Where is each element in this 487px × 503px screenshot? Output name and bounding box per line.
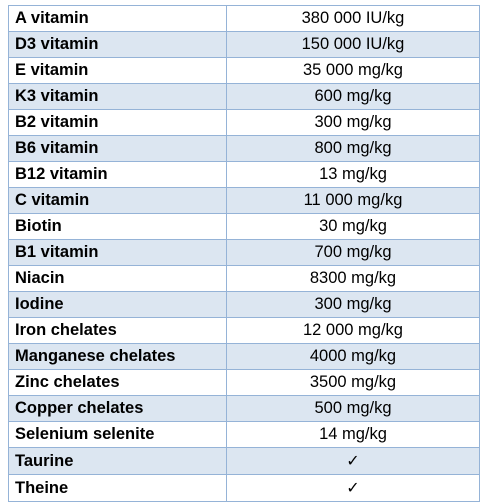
ingredient-name: Copper chelates <box>8 395 227 422</box>
ingredient-amount: 14 mg/kg <box>226 421 480 448</box>
ingredient-amount: 30 mg/kg <box>226 213 480 240</box>
ingredient-amount: 800 mg/kg <box>226 135 480 162</box>
ingredient-amount: 11 000 mg/kg <box>226 187 480 214</box>
checkmark-icon: ✓ <box>346 451 360 470</box>
ingredient-amount: 500 mg/kg <box>226 395 480 422</box>
table-row: B12 vitamin 13 mg/kg <box>8 161 480 188</box>
ingredient-name: Iron chelates <box>8 317 227 344</box>
ingredient-name: Iodine <box>8 291 227 318</box>
table-row: Selenium selenite 14 mg/kg <box>8 421 480 448</box>
ingredient-name: D3 vitamin <box>8 31 227 58</box>
ingredient-amount: 4000 mg/kg <box>226 343 480 370</box>
table-row: B6 vitamin 800 mg/kg <box>8 135 480 162</box>
ingredient-name: Niacin <box>8 265 227 292</box>
ingredient-name: B1 vitamin <box>8 239 227 266</box>
ingredient-name: B12 vitamin <box>8 161 227 188</box>
table-row: E vitamin 35 000 mg/kg <box>8 57 480 84</box>
ingredient-name: Selenium selenite <box>8 421 227 448</box>
table-row: Zinc chelates 3500 mg/kg <box>8 369 480 396</box>
ingredient-name: B2 vitamin <box>8 109 227 136</box>
table-row: C vitamin 11 000 mg/kg <box>8 187 480 214</box>
ingredient-amount: 380 000 IU/kg <box>226 5 480 32</box>
table-row: K3 vitamin 600 mg/kg <box>8 83 480 110</box>
ingredient-name: Theine <box>8 474 227 502</box>
table-row: Iodine 300 mg/kg <box>8 291 480 318</box>
ingredient-amount: 13 mg/kg <box>226 161 480 188</box>
ingredient-name: C vitamin <box>8 187 227 214</box>
checkmark-icon: ✓ <box>346 478 360 497</box>
ingredient-name: E vitamin <box>8 57 227 84</box>
ingredient-included: ✓ <box>226 447 480 475</box>
ingredient-amount: 300 mg/kg <box>226 291 480 318</box>
table-row: B2 vitamin 300 mg/kg <box>8 109 480 136</box>
ingredient-amount: 700 mg/kg <box>226 239 480 266</box>
table-row: Manganese chelates 4000 mg/kg <box>8 343 480 370</box>
ingredient-amount: 300 mg/kg <box>226 109 480 136</box>
table-row: B1 vitamin 700 mg/kg <box>8 239 480 266</box>
ingredient-name: Manganese chelates <box>8 343 227 370</box>
table-row: Taurine ✓ <box>8 447 480 475</box>
ingredient-amount: 150 000 IU/kg <box>226 31 480 58</box>
composition-table-body: A vitamin 380 000 IU/kg D3 vitamin 150 0… <box>8 5 480 502</box>
ingredient-name: B6 vitamin <box>8 135 227 162</box>
table-row: D3 vitamin 150 000 IU/kg <box>8 31 480 58</box>
ingredient-name: Biotin <box>8 213 227 240</box>
ingredient-amount: 12 000 mg/kg <box>226 317 480 344</box>
table-row: Theine ✓ <box>8 474 480 502</box>
composition-table: A vitamin 380 000 IU/kg D3 vitamin 150 0… <box>8 5 480 502</box>
ingredient-amount: 600 mg/kg <box>226 83 480 110</box>
ingredient-included: ✓ <box>226 474 480 502</box>
ingredient-amount: 35 000 mg/kg <box>226 57 480 84</box>
table-row: Copper chelates 500 mg/kg <box>8 395 480 422</box>
ingredient-name: Taurine <box>8 447 227 475</box>
table-row: Biotin 30 mg/kg <box>8 213 480 240</box>
table-row: A vitamin 380 000 IU/kg <box>8 5 480 32</box>
table-row: Niacin 8300 mg/kg <box>8 265 480 292</box>
table-row: Iron chelates 12 000 mg/kg <box>8 317 480 344</box>
ingredient-amount: 3500 mg/kg <box>226 369 480 396</box>
ingredient-amount: 8300 mg/kg <box>226 265 480 292</box>
ingredient-name: Zinc chelates <box>8 369 227 396</box>
ingredient-name: K3 vitamin <box>8 83 227 110</box>
ingredient-name: A vitamin <box>8 5 227 32</box>
